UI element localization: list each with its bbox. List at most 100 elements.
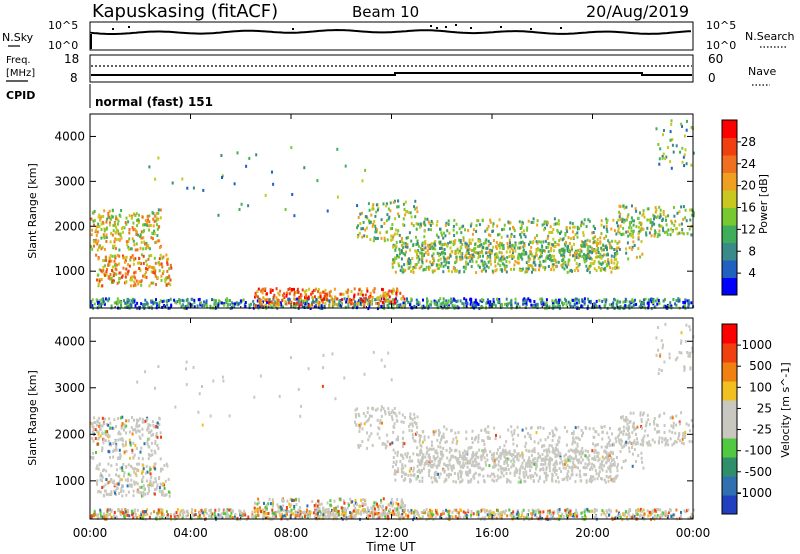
range-cell [135, 230, 138, 234]
range-cell [123, 514, 126, 518]
range-cell [416, 242, 419, 245]
range-cell [687, 305, 690, 309]
range-cell [605, 234, 608, 238]
range-cell [369, 299, 371, 303]
range-cell [96, 273, 99, 277]
range-cell [542, 259, 545, 263]
range-cell [395, 256, 398, 260]
range-cell [153, 271, 156, 275]
range-cell [639, 255, 642, 259]
range-cell [447, 261, 450, 265]
range-cell [391, 223, 394, 226]
range-cell [416, 431, 418, 435]
range-cell [487, 260, 490, 264]
range-cell [102, 299, 105, 303]
range-cell [345, 300, 348, 304]
range-cell [261, 291, 264, 295]
range-cell [491, 478, 494, 482]
range-cell [96, 278, 99, 282]
range-cell [543, 220, 546, 224]
range-cell [360, 303, 363, 307]
range-cell [527, 513, 529, 517]
range-cell [484, 262, 487, 266]
range-cell [133, 508, 136, 512]
range-cell [307, 295, 310, 299]
range-cell [93, 302, 96, 306]
range-cell [141, 433, 144, 437]
range-cell [165, 276, 168, 280]
range-cell [470, 257, 473, 261]
range-cell [372, 223, 375, 226]
range-cell [532, 268, 535, 272]
range-cell [178, 512, 181, 516]
range-cell [147, 218, 149, 222]
colorbar-tick-label: 16 [741, 201, 756, 215]
range-cell [573, 512, 575, 516]
range-cell [580, 244, 583, 248]
range-cell [393, 512, 396, 516]
range-cell [383, 221, 386, 225]
range-cell [475, 260, 478, 264]
range-cell [393, 259, 396, 263]
range-cell [560, 253, 563, 257]
range-cell [316, 504, 319, 508]
range-cell [267, 305, 270, 309]
range-cell [614, 298, 617, 302]
range-cell [663, 231, 666, 234]
range-cell [462, 265, 465, 269]
range-cell [637, 237, 640, 241]
range-cell [665, 155, 668, 159]
range-cell [570, 245, 573, 249]
range-cell [625, 230, 628, 234]
range-cell [369, 511, 372, 515]
range-cell [592, 224, 595, 228]
range-cell [368, 296, 371, 300]
range-cell [539, 260, 542, 264]
range-cell [366, 431, 368, 435]
range-cell [158, 263, 161, 267]
range-cell [631, 305, 633, 309]
range-cell [366, 506, 369, 510]
range-cell [594, 469, 597, 472]
range-cell [637, 508, 639, 512]
range-cell [410, 509, 413, 512]
range-cell [288, 287, 291, 291]
range-cell [408, 262, 410, 266]
range-cell [667, 214, 670, 218]
range-cell [508, 255, 511, 258]
range-cell [272, 512, 275, 516]
range-cell [266, 297, 269, 301]
range-cell [392, 287, 395, 291]
range-cell [404, 200, 407, 204]
range-cell [604, 268, 607, 272]
range-cell [555, 260, 558, 264]
freq-label-2: [MHz] [6, 68, 35, 79]
range-cell [462, 515, 465, 519]
range-cell [511, 514, 513, 518]
range-cell [377, 302, 380, 306]
range-cell [451, 304, 454, 308]
range-cell [395, 438, 398, 442]
range-cell [123, 450, 126, 454]
range-cell [470, 513, 473, 517]
range-cell [641, 509, 643, 513]
range-cell [266, 300, 268, 304]
range-cell [487, 239, 490, 243]
range-cell [546, 221, 549, 225]
range-cell [401, 463, 404, 467]
range-cell [570, 512, 573, 516]
range-cell [404, 504, 406, 508]
range-cell [642, 508, 645, 512]
range-cell [344, 164, 347, 168]
range-cell [494, 253, 497, 257]
range-cell [425, 259, 428, 263]
range-cell [168, 494, 171, 498]
range-cell [125, 240, 128, 244]
range-cell [157, 208, 160, 212]
range-cell [113, 240, 116, 244]
range-cell [267, 512, 270, 515]
range-cell [375, 230, 378, 234]
range-cell [463, 297, 466, 301]
range-cell [123, 256, 126, 260]
range-cell [584, 239, 587, 243]
